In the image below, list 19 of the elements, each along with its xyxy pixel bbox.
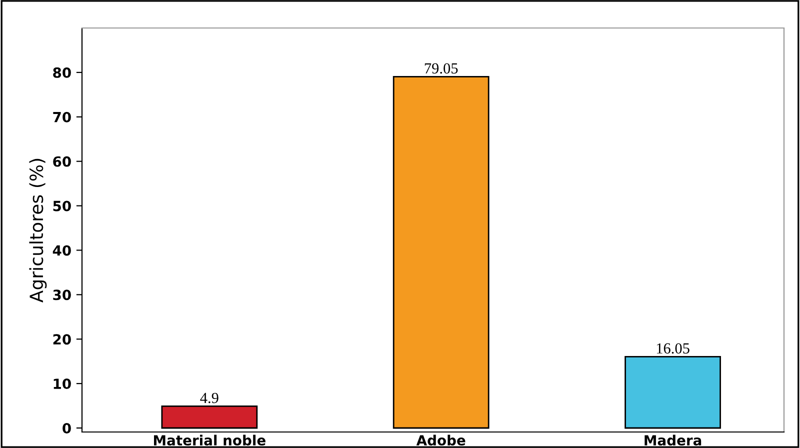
x-tick-label: Material noble	[154, 434, 266, 446]
y-axis-title: Agricultores (%)	[29, 158, 47, 302]
y-tick-label: 40	[52, 245, 71, 256]
bar	[161, 406, 258, 429]
y-tick-label: 10	[54, 378, 71, 390]
y-tick-label: 60	[53, 156, 71, 167]
y-tick-label: 70	[53, 112, 71, 122]
y-tick-label: 80	[53, 67, 71, 78]
data-label: 4.9	[200, 392, 218, 404]
data-label: 16.05	[656, 343, 690, 354]
x-tick-label: Madera	[644, 434, 702, 446]
y-tick-label: 20	[53, 334, 71, 345]
x-tick-label: Adobe	[416, 434, 466, 446]
data-label: 79.05	[424, 63, 458, 74]
y-tick-label: 0	[62, 422, 71, 434]
y-tick-label: 30	[53, 290, 71, 300]
bar	[624, 356, 721, 429]
y-tick-label: 50	[53, 200, 71, 212]
bar	[392, 76, 490, 429]
